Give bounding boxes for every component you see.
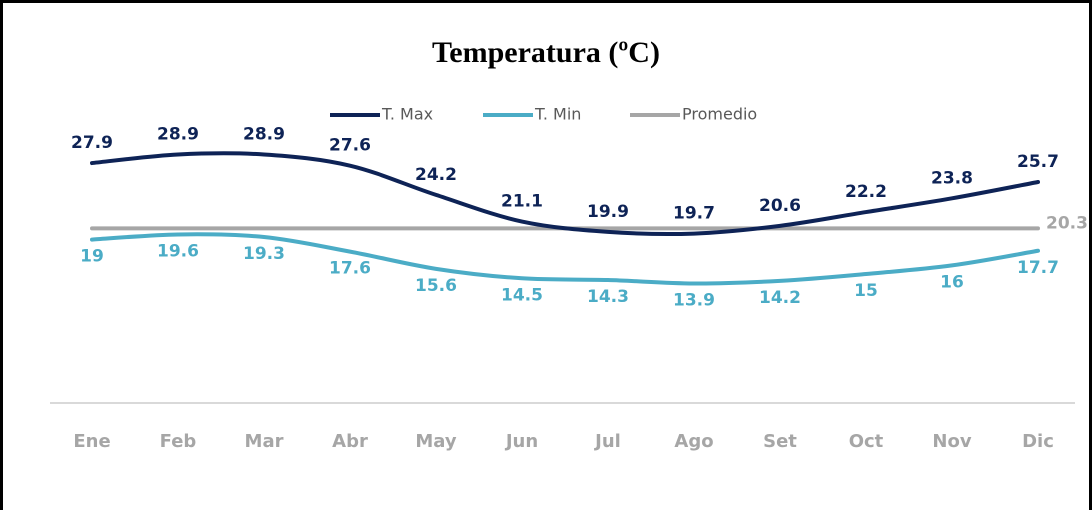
data-label: 28.9 [243,124,285,144]
x-tick-label: Jul [593,431,621,452]
legend-label: T. Max [381,105,433,124]
data-label: 14.5 [501,285,543,305]
data-label: 19.9 [587,202,629,222]
data-label: 28.9 [157,124,199,144]
data-label: 23.8 [931,168,973,188]
legend-label: T. Min [534,105,581,124]
data-label: 27.9 [71,133,113,153]
x-tick-label: Jun [504,431,538,452]
data-label: 22.2 [845,182,887,202]
chart-title: Temperatura (ºC) [432,36,660,69]
data-label: 25.7 [1017,152,1059,172]
x-tick-label: Nov [932,431,971,452]
x-tick-label: Set [763,431,797,452]
data-label: 21.1 [501,192,543,212]
series-line [90,151,1040,237]
x-tick-label: Ene [73,431,110,452]
series-line [90,232,1040,286]
data-label: 19.6 [157,241,199,261]
data-label: 19 [80,247,104,267]
data-label: 19.7 [673,204,715,224]
data-label: 15.6 [415,276,457,296]
data-label: 14.2 [759,288,801,308]
x-tick-label: Oct [849,431,884,452]
x-tick-label: May [415,431,457,452]
legend-label: Promedio [682,105,757,124]
data-label: 17.6 [329,259,371,279]
x-tick-label: Abr [332,431,368,452]
data-label: 17.7 [1017,258,1059,278]
data-label: 27.6 [329,136,371,156]
data-label: 24.2 [415,165,457,185]
data-label: 14.3 [587,287,629,307]
data-label: 20.6 [759,196,801,216]
data-label: 13.9 [673,290,715,310]
data-label: 16 [940,272,964,292]
x-tick-label: Feb [160,431,197,452]
x-tick-label: Mar [245,431,284,452]
x-tick-label: Dic [1022,431,1054,452]
data-label: 19.3 [243,244,285,264]
data-label: 20.3 [1046,213,1088,233]
data-label: 15 [854,281,878,301]
x-tick-label: Ago [674,431,713,452]
